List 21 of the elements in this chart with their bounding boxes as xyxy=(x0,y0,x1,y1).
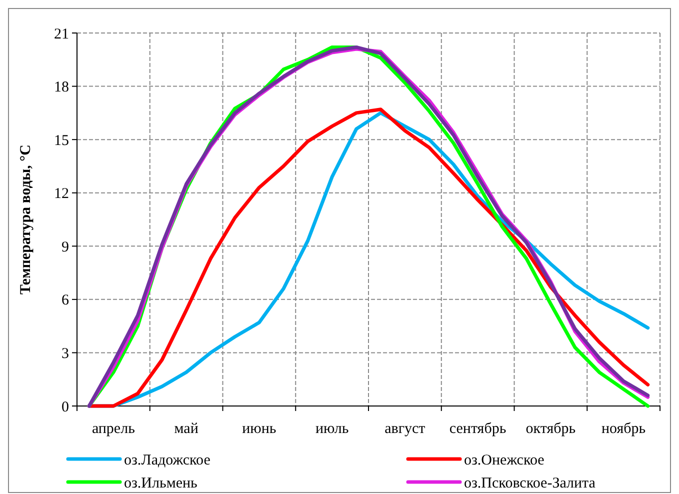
x-tick-label: май xyxy=(174,421,198,437)
y-tick-label: 18 xyxy=(54,80,69,96)
y-tick-label: 15 xyxy=(54,132,69,149)
x-tick-label: сентябрь xyxy=(449,421,506,437)
x-tick-label: ноябрь xyxy=(602,421,646,437)
legend-label: оз.Ладожское xyxy=(124,452,211,468)
y-tick-label: 9 xyxy=(62,239,69,256)
y-tick-label: 21 xyxy=(54,26,69,42)
x-tick-label: апрель xyxy=(92,421,136,437)
y-tick-label: 6 xyxy=(62,292,70,309)
legend-label: оз.Онежское xyxy=(464,452,545,468)
y-axis-title: Температура воды, °C xyxy=(18,144,34,295)
x-tick-label: июнь xyxy=(242,421,276,437)
y-tick-label: 0 xyxy=(62,399,69,416)
legend-label: оз.Псковское-Залита xyxy=(464,475,596,492)
y-tick-label: 3 xyxy=(62,346,69,362)
x-tick-label: август xyxy=(384,421,426,437)
x-tick-label: июль xyxy=(315,421,349,437)
x-tick-label: октябрь xyxy=(526,421,576,437)
legend-label: оз.Ильмень xyxy=(124,475,198,492)
y-tick-label: 12 xyxy=(54,186,69,202)
